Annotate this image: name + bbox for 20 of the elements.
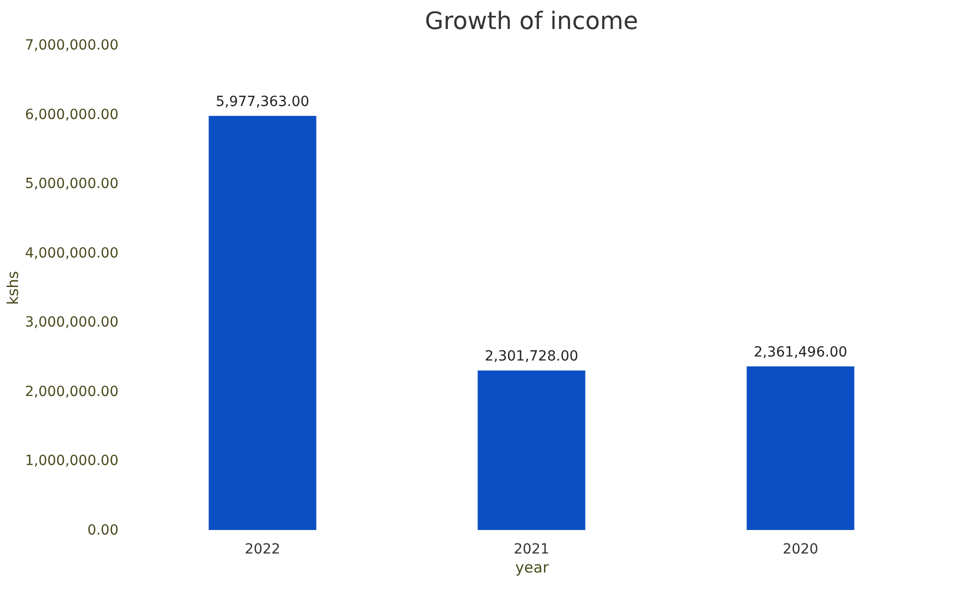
x-tick-label: 2022 — [244, 542, 280, 558]
data-label: 2,361,496.00 — [754, 344, 848, 360]
data-label: 2,301,728.00 — [484, 348, 578, 365]
y-tick-label: 3,000,000.00 — [24, 314, 118, 331]
x-tick-label: 2020 — [782, 542, 818, 558]
y-axis-title: kshs — [4, 270, 22, 305]
y-tick-label: 2,000,000.00 — [24, 384, 118, 400]
y-tick-label: 5,000,000.00 — [24, 176, 118, 192]
x-axis-title: year — [515, 558, 550, 576]
bar — [478, 370, 586, 530]
y-tick-label: 1,000,000.00 — [24, 453, 118, 470]
y-tick-label: 4,000,000.00 — [24, 245, 118, 262]
bar — [746, 366, 854, 530]
y-tick-label: 7,000,000.00 — [24, 38, 118, 54]
x-tick-label: 2021 — [514, 542, 550, 558]
y-tick-label: 0.00 — [87, 522, 118, 538]
data-label: 5,977,363.00 — [216, 94, 310, 110]
chart-title: Growth of income — [424, 7, 638, 35]
bar — [208, 116, 316, 530]
y-tick-label: 6,000,000.00 — [24, 106, 118, 123]
